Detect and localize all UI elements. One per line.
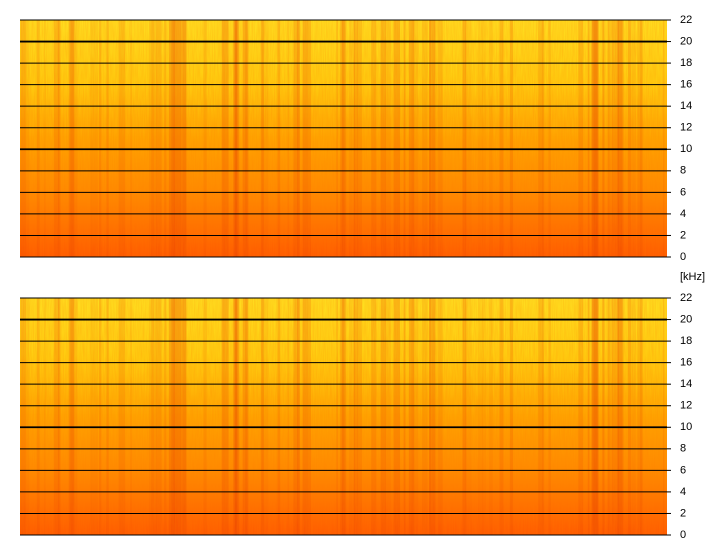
y-tick-label: 4 — [680, 208, 686, 220]
y-tick-label: 2 — [680, 229, 686, 241]
y-tick-label: 4 — [680, 486, 686, 498]
y-tick-label: 0 — [680, 251, 686, 263]
y-tick-label: 20 — [680, 313, 692, 325]
y-tick-label: 8 — [680, 165, 686, 177]
y-tick-label: 6 — [680, 186, 686, 198]
y-tick-label: 22 — [680, 292, 692, 304]
y-tick-label: 6 — [680, 464, 686, 476]
y-tick-label: 8 — [680, 443, 686, 455]
spectrogram-noise — [20, 20, 667, 257]
y-tick-label: 0 — [680, 529, 686, 541]
y-tick-label: 10 — [680, 143, 692, 155]
y-tick-label: 16 — [680, 79, 692, 91]
y-tick-label: 2 — [680, 507, 686, 519]
spectrogram-panel — [20, 298, 667, 535]
spectrogram-noise — [20, 298, 667, 535]
y-tick-label: 20 — [680, 35, 692, 47]
y-tick-label: 18 — [680, 335, 692, 347]
y-tick-label: 16 — [680, 357, 692, 369]
y-tick-label: 14 — [680, 378, 692, 390]
y-tick-label: 12 — [680, 122, 692, 134]
axis-label: [kHz] — [680, 271, 705, 283]
y-tick-label: 10 — [680, 421, 692, 433]
y-tick-label: 12 — [680, 400, 692, 412]
y-tick-label: 14 — [680, 100, 692, 112]
y-tick-label: 22 — [680, 14, 692, 26]
spectrogram-panel — [20, 20, 667, 257]
y-tick-label: 18 — [680, 57, 692, 69]
